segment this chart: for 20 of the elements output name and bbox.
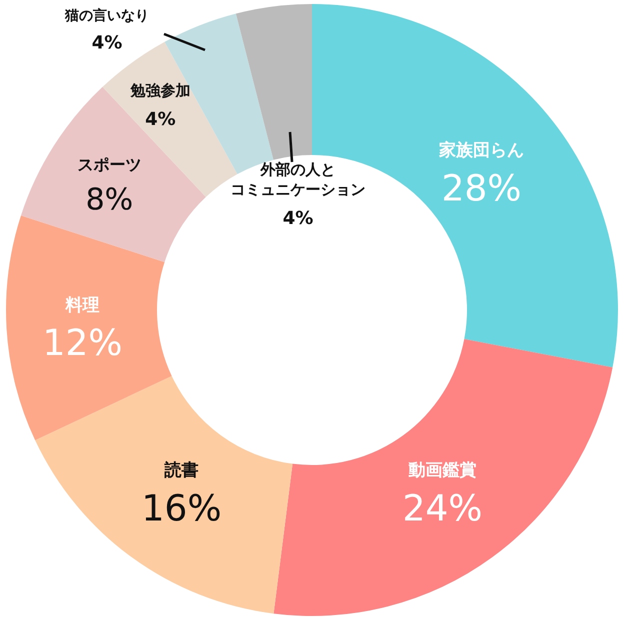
slice-label: 勉強参加 — [129, 82, 190, 100]
data-label: 12% — [42, 323, 122, 364]
donut-slice — [274, 339, 613, 616]
data-label: 8% — [86, 182, 134, 218]
data-label: 4% — [92, 32, 122, 54]
slice-label: 読書 — [164, 460, 199, 480]
donut-slice — [236, 4, 312, 160]
data-label: 28% — [442, 168, 522, 210]
slice-label: 動画鑑賞 — [407, 460, 476, 480]
donut-slice — [6, 215, 172, 440]
slice-label: 猫の言いなり — [64, 7, 149, 24]
slice-label: 家族団らん — [438, 140, 524, 161]
slice-label: 外部の人とコミュニケーション — [230, 160, 366, 198]
data-label: 4% — [145, 108, 176, 130]
data-label: 16% — [142, 488, 222, 530]
slice-label: 料理 — [64, 295, 100, 316]
donut-slice — [35, 376, 293, 614]
slice-label: スポーツ — [77, 155, 142, 174]
data-label: 4% — [282, 208, 314, 229]
data-label: 24% — [402, 488, 482, 530]
